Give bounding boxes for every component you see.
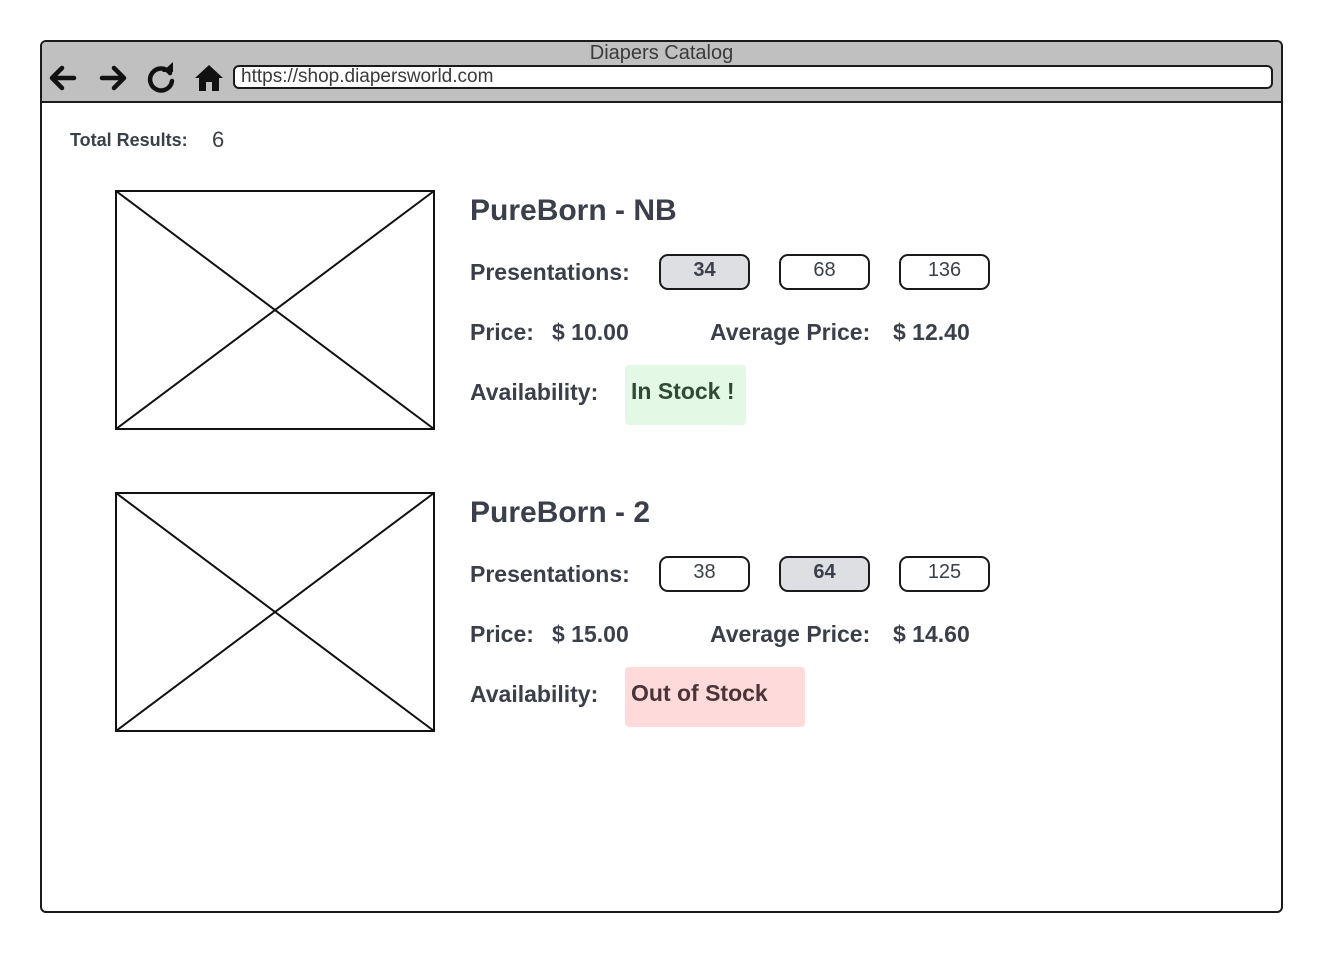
presentation-option[interactable]: 68 — [779, 254, 870, 290]
total-results: Total Results: 6 — [70, 127, 224, 152]
price-value: $ 15.00 — [552, 621, 629, 647]
browser-chrome: Diapers Catalog https://shop.diapersworl… — [42, 42, 1281, 103]
availability-badge: Out of Stock — [625, 667, 805, 727]
availability-label: Availability: — [470, 681, 599, 707]
presentation-option[interactable]: 125 — [899, 556, 990, 592]
total-results-count: 6 — [212, 127, 225, 152]
presentation-option[interactable]: 38 — [659, 556, 750, 592]
total-results-label: Total Results: — [70, 130, 188, 150]
presentation-option[interactable]: 64 — [779, 556, 870, 592]
average-price-value: $ 14.60 — [893, 621, 970, 647]
product-card: PureBorn - 2 Presentations: 38 64 125 Pr… — [42, 492, 1242, 752]
product-image-placeholder — [115, 492, 435, 732]
product-title[interactable]: PureBorn - 2 — [470, 496, 651, 529]
product-card: PureBorn - NB Presentations: 34 68 136 P… — [42, 190, 1242, 450]
url-bar[interactable]: https://shop.diapersworld.com — [233, 65, 1273, 89]
home-button[interactable] — [193, 62, 225, 94]
presentation-option[interactable]: 136 — [899, 254, 990, 290]
reload-button[interactable] — [145, 62, 177, 94]
browser-window: Diapers Catalog https://shop.diapersworl… — [40, 40, 1283, 913]
presentation-option[interactable]: 34 — [659, 254, 750, 290]
product-title[interactable]: PureBorn - NB — [470, 194, 677, 227]
product-image-placeholder — [115, 190, 435, 430]
home-icon — [195, 65, 223, 91]
price-label: Price: — [470, 319, 534, 345]
availability-label: Availability: — [470, 379, 599, 405]
back-button[interactable] — [46, 62, 78, 94]
window-title: Diapers Catalog — [589, 42, 734, 64]
reload-icon — [147, 62, 175, 93]
arrow-right-icon — [99, 65, 127, 91]
average-price-label: Average Price: — [710, 621, 871, 647]
average-price-value: $ 12.40 — [893, 319, 970, 345]
presentations-label: Presentations: — [470, 561, 630, 587]
price-value: $ 10.00 — [552, 319, 629, 345]
forward-button[interactable] — [98, 62, 130, 94]
availability-badge: In Stock ! — [625, 365, 746, 425]
average-price-label: Average Price: — [710, 319, 871, 345]
presentations-label: Presentations: — [470, 259, 630, 285]
arrow-left-icon — [49, 65, 77, 91]
price-label: Price: — [470, 621, 534, 647]
